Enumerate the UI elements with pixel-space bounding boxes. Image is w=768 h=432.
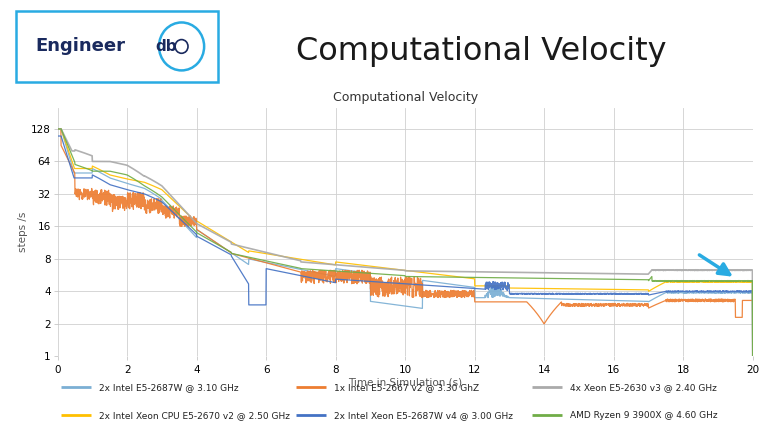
FancyBboxPatch shape [16, 11, 218, 82]
Text: 1x Intel E5-2667 v2 @ 3.30 GhZ: 1x Intel E5-2667 v2 @ 3.30 GhZ [335, 383, 480, 392]
X-axis label: Time in Simulation (s): Time in Simulation (s) [348, 378, 462, 388]
Text: 4x Xeon E5-2630 v3 @ 2.40 GHz: 4x Xeon E5-2630 v3 @ 2.40 GHz [570, 383, 717, 392]
Text: Computational Velocity: Computational Velocity [296, 36, 667, 67]
Title: Computational Velocity: Computational Velocity [333, 91, 478, 104]
Text: db: db [156, 39, 177, 54]
Y-axis label: steps /s: steps /s [18, 212, 28, 252]
Text: 2x Intel E5-2687W @ 3.10 GHz: 2x Intel E5-2687W @ 3.10 GHz [99, 383, 239, 392]
Text: Engineer: Engineer [35, 38, 125, 55]
Text: AMD Ryzen 9 3900X @ 4.60 GHz: AMD Ryzen 9 3900X @ 4.60 GHz [570, 411, 717, 420]
Text: 2x Intel Xeon E5-2687W v4 @ 3.00 GHz: 2x Intel Xeon E5-2687W v4 @ 3.00 GHz [335, 411, 514, 420]
Text: 2x Intel Xeon CPU E5-2670 v2 @ 2.50 GHz: 2x Intel Xeon CPU E5-2670 v2 @ 2.50 GHz [99, 411, 290, 420]
